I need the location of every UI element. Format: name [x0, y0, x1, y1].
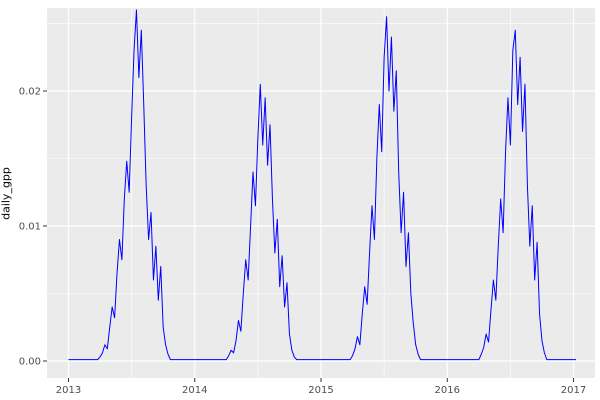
x-tick-label: 2015: [308, 385, 333, 396]
y-tick-label: 0.01: [19, 222, 41, 233]
y-tick-label: 0.00: [19, 356, 41, 367]
x-tick-label: 2016: [435, 385, 460, 396]
gpp-line: [68, 9, 576, 361]
x-tick-label: 2013: [56, 385, 81, 396]
y-axis-title: daily_gpp: [0, 167, 13, 220]
y-tick-label: 0.02: [19, 87, 41, 98]
x-tick-label: 2017: [561, 385, 586, 396]
x-tick-label: 2014: [182, 385, 207, 396]
